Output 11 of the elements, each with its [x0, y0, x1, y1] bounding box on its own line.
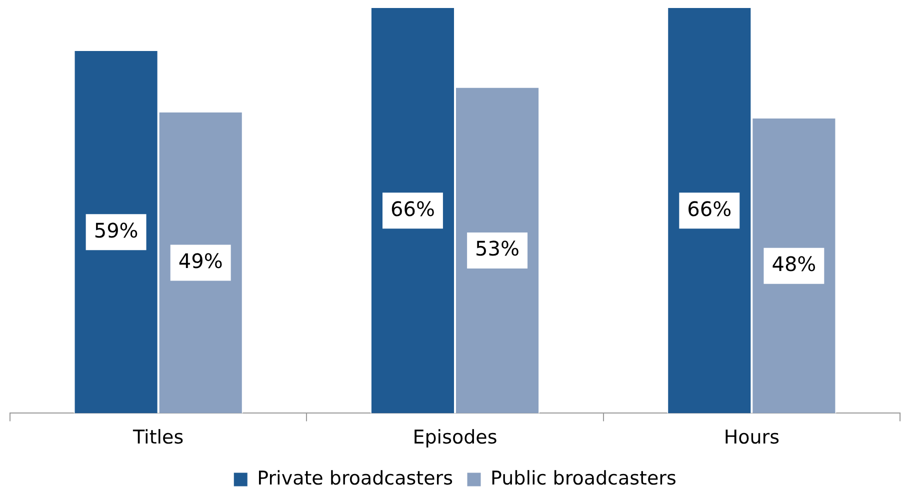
x-tick-label: Episodes: [412, 426, 498, 449]
data-label: 66%: [687, 196, 732, 221]
data-label: 66%: [390, 196, 435, 221]
data-label: 48%: [772, 252, 816, 276]
legend-label: Public broadcasters: [490, 467, 676, 490]
x-tick-label: Hours: [724, 426, 780, 449]
legend-label: Private broadcasters: [257, 467, 454, 490]
x-tick-label: Titles: [132, 426, 184, 449]
data-label: 53%: [475, 236, 520, 261]
data-label: 49%: [178, 248, 223, 273]
data-label: 59%: [94, 218, 138, 242]
